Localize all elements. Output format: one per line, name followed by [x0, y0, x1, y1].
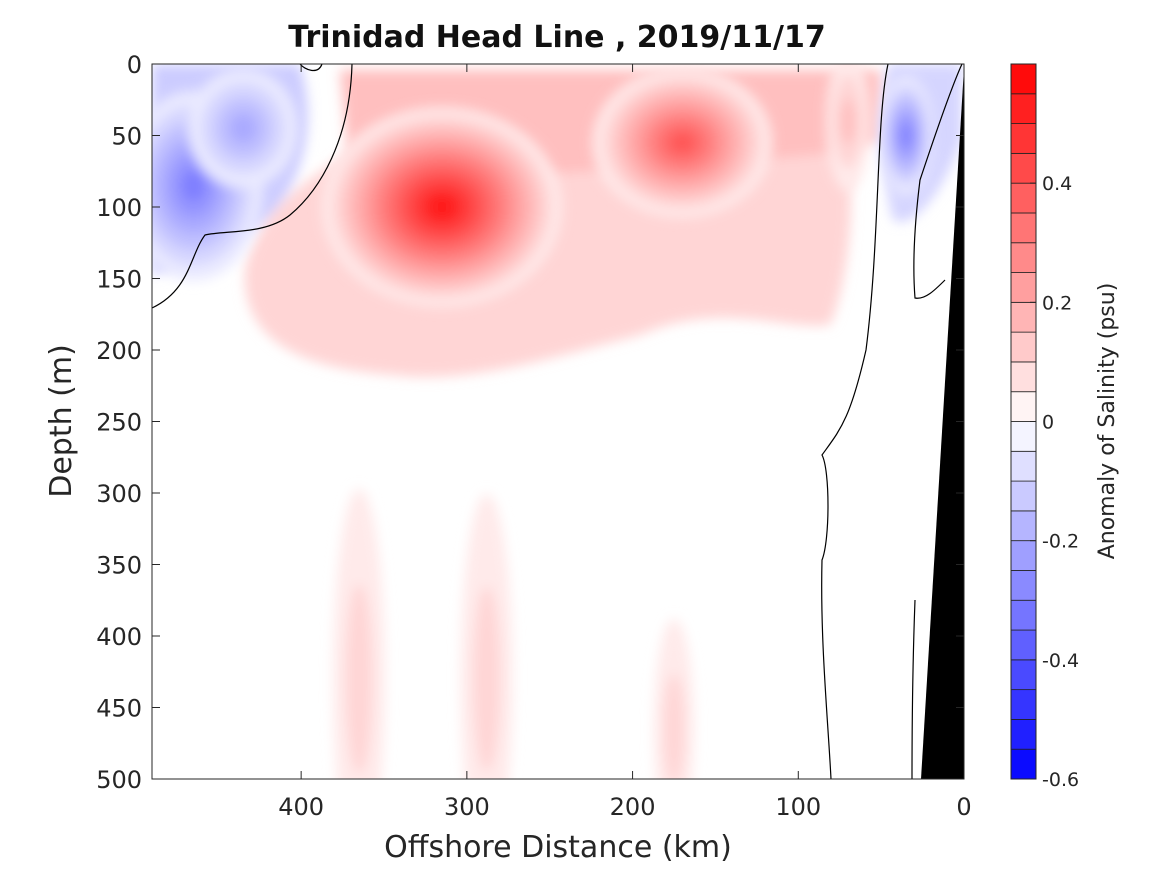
colorbar-swatch [1010, 659, 1037, 691]
positive-anomaly-contour [346, 583, 373, 774]
zero-contours [152, 64, 963, 779]
x-tick-label: 100 [775, 793, 821, 821]
colorbar: -0.6 -0.4 -0.2 0 0.2 0.4 [1010, 63, 1079, 791]
colorbar-swatch [1010, 719, 1037, 750]
colorbar-tick-label: 0 [1042, 412, 1054, 434]
x-tick-label: 300 [444, 793, 490, 821]
colorbar-swatch [1010, 272, 1037, 303]
y-tick-label: 0 [127, 51, 142, 79]
x-tick-label: 200 [610, 793, 656, 821]
x-tick-label: 400 [278, 793, 324, 821]
colorbar-swatch [1010, 63, 1037, 95]
colorbar-swatch [1010, 570, 1037, 601]
negative-anomaly-contour [901, 125, 911, 146]
colorbar-swatch [1010, 242, 1037, 273]
colorbar-tick-label: -0.6 [1042, 769, 1079, 791]
colorbar-tick-label: -0.2 [1042, 531, 1079, 553]
y-axis-ticks: 0 50 100 150 200 250 300 350 400 450 500 [96, 51, 964, 794]
positive-anomaly-contour [473, 586, 500, 772]
positive-anomaly-contour [664, 673, 684, 779]
y-tick-label: 500 [96, 766, 142, 794]
y-tick-label: 350 [96, 552, 142, 580]
negative-anomaly-contour [229, 113, 257, 144]
colorbar-swatch [1010, 212, 1037, 244]
y-axis-label: Depth (m) [44, 344, 79, 498]
seafloor-mask [921, 68, 964, 779]
colorbar-swatch [1010, 123, 1037, 154]
y-tick-label: 250 [96, 409, 142, 437]
y-tick-label: 200 [96, 337, 142, 365]
zero-contour-line [821, 64, 889, 779]
y-tick-label: 150 [96, 266, 142, 294]
colorbar-swatch [1010, 361, 1037, 393]
colorbar-swatch [1010, 391, 1037, 422]
colorbar-tick-label: 0.4 [1042, 173, 1072, 195]
zero-contour-line [911, 599, 916, 779]
colorbar-swatch [1010, 182, 1037, 214]
colorbar-swatch [1010, 540, 1037, 571]
y-tick-label: 100 [96, 194, 142, 222]
positive-anomaly-contour [431, 197, 453, 217]
y-tick-label: 300 [96, 480, 142, 508]
x-tick-label: 0 [956, 793, 971, 821]
x-axis-ticks: 400 300 200 100 0 [278, 64, 972, 821]
colorbar-tick-label: -0.4 [1042, 650, 1079, 672]
x-axis-label: Offshore Distance (km) [384, 830, 732, 865]
colorbar-swatch [1010, 629, 1037, 661]
colorbar-swatch [1010, 510, 1037, 542]
zero-contour-line [152, 64, 353, 309]
zero-contour-line [913, 64, 963, 299]
colorbar-tick-label: 0.2 [1042, 292, 1072, 314]
colorbar-swatch [1010, 689, 1037, 720]
colorbar-swatch [1010, 748, 1037, 780]
colorbar-swatch [1010, 599, 1037, 631]
y-tick-label: 50 [111, 123, 142, 151]
colorbar-swatch [1010, 152, 1037, 184]
colorbar-label: Anomaly of Salinity (psu) [1095, 283, 1120, 560]
negative-anomaly-contour [181, 169, 206, 202]
chart-title: Trinidad Head Line , 2019/11/17 [288, 20, 825, 55]
colorbar-swatch [1010, 93, 1037, 124]
y-tick-label: 400 [96, 623, 142, 651]
colorbar-swatch [1010, 421, 1037, 452]
anomaly-field [152, 64, 962, 779]
colorbar-swatch [1010, 450, 1037, 482]
colorbar-swatch [1010, 480, 1037, 512]
colorbar-swatch [1010, 331, 1037, 363]
y-tick-label: 450 [96, 695, 142, 723]
positive-anomaly-contour [671, 133, 694, 153]
positive-anomaly-contour [840, 97, 856, 145]
colorbar-swatch [1010, 301, 1037, 333]
land-mask [921, 68, 964, 779]
